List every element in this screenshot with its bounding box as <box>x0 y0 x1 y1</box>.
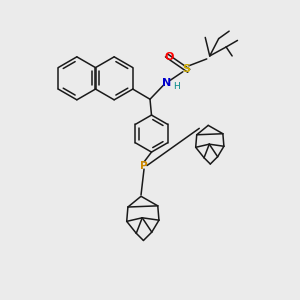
Text: S: S <box>182 64 190 74</box>
Text: O: O <box>165 52 174 62</box>
Text: H: H <box>173 82 180 91</box>
Text: P: P <box>140 160 148 170</box>
Text: N: N <box>162 78 171 88</box>
